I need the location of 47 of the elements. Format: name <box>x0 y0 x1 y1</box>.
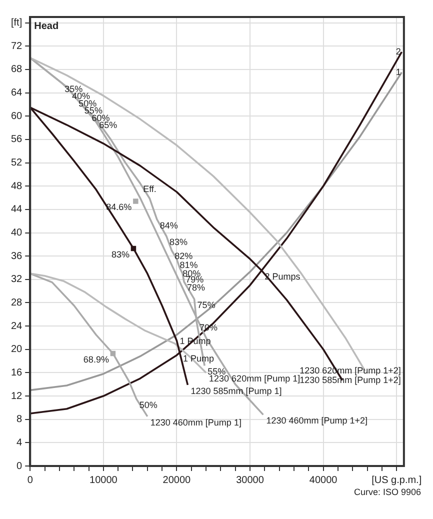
annotation: 50% <box>139 400 158 410</box>
y-tick-label: 56 <box>11 134 23 146</box>
y-tick-label: 60 <box>11 110 23 122</box>
annotation: 75% <box>197 300 216 310</box>
annotation: 68.9% <box>83 354 109 364</box>
x-tick-label: 10000 <box>90 474 118 486</box>
x-tick-label: 0 <box>27 474 34 486</box>
y-tick-label: 48 <box>11 180 23 192</box>
annotation: 81% <box>180 260 198 270</box>
x-tick-label: [US g.p.m.] <box>372 474 422 486</box>
y-tick-label: 64 <box>11 88 23 99</box>
annotation: 1230 585mm [Pump 1] <box>190 386 282 396</box>
y-tick-label: 40 <box>11 228 23 239</box>
y-tick-label: 4 <box>16 437 23 448</box>
y-tick-label: 8 <box>16 414 23 426</box>
y-tick-label: 32 <box>11 274 23 286</box>
x-tick-label: 20000 <box>162 474 192 486</box>
y-tick-label: 0 <box>16 460 23 472</box>
y-tick-label: [ft] <box>11 18 22 29</box>
annotation: 1 Pump <box>183 353 214 364</box>
y-tick-label: 24 <box>11 320 23 332</box>
annotation: 83% <box>169 237 188 248</box>
annotation: 1230 460mm [Pump 1] <box>150 417 242 428</box>
y-tick-label: 36 <box>11 250 23 262</box>
annotation: 1230 620mm [Pump 1] <box>209 374 300 384</box>
y-tick-label: 16 <box>11 367 23 378</box>
annotation: 65% <box>99 120 118 130</box>
y-tick-label: 28 <box>11 297 23 308</box>
x-tick-label: 40000 <box>309 474 338 486</box>
y-tick-label: 68 <box>11 64 23 76</box>
y-tick-label: 72 <box>11 40 23 52</box>
annotation: 1 <box>396 66 401 77</box>
annotation: 1230 460mm [Pump 1+2] <box>266 416 368 426</box>
y-tick-label: 52 <box>11 158 23 169</box>
x-tick-label: 30000 <box>236 474 264 486</box>
annotation: 1230 585mm [Pump 1+2] <box>300 374 401 385</box>
text: Curve: ISO 9906 <box>354 486 421 497</box>
y-tick-label: 44 <box>11 204 23 216</box>
annotation: 82% <box>174 251 193 262</box>
annotation: 83% <box>111 249 130 260</box>
annotation: Eff. <box>143 184 156 194</box>
annotation: 2 <box>396 46 401 56</box>
y-tick-label: 20 <box>11 344 23 356</box>
y-tick-label: 12 <box>11 390 23 402</box>
annotation: 78% <box>187 282 206 293</box>
y-axis-title: Head <box>34 20 59 32</box>
annotation: 84% <box>160 220 178 230</box>
